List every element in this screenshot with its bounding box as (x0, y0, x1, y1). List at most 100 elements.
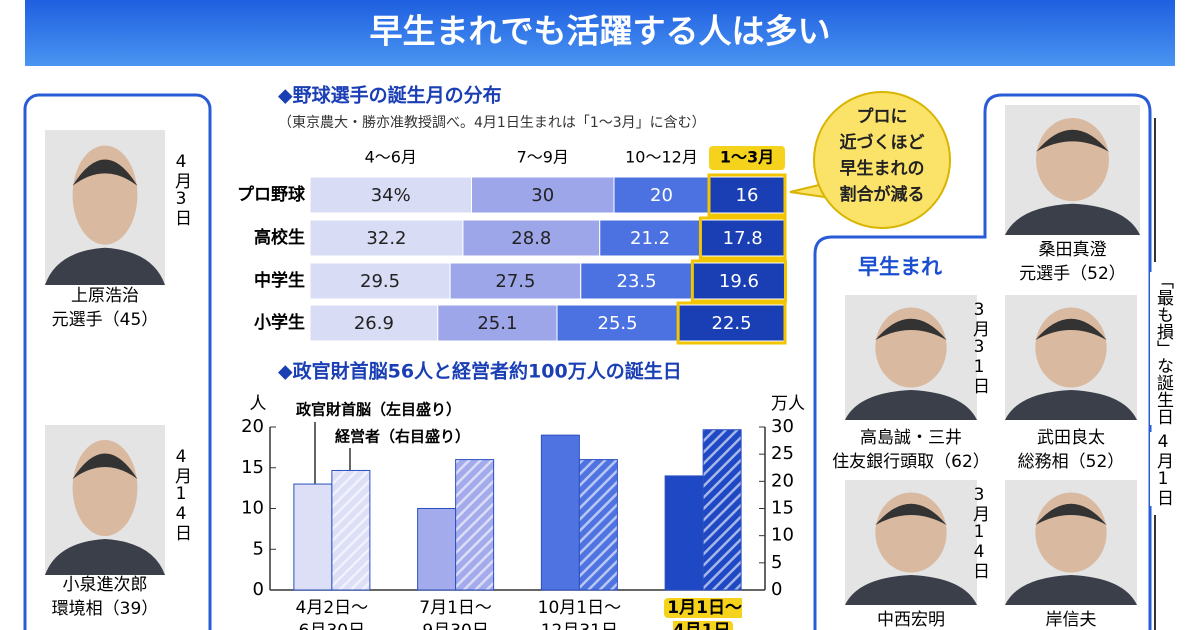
birthday: 3月31日 (969, 300, 989, 394)
bar-segment (708, 176, 786, 214)
photo-suit (845, 575, 977, 605)
legend-label: 10～12月 (625, 148, 698, 167)
legend-label: 7～9月 (517, 148, 569, 167)
value-label: 16 (736, 185, 759, 206)
y2-tick-label: 30 (771, 416, 794, 437)
chart-title: ◆政官財首脳56人と経営者約100万人の誕生日 (278, 360, 682, 383)
person-name: 岸信夫 (1046, 610, 1097, 630)
bar-segment (677, 304, 786, 342)
value-label: 32.2 (366, 228, 406, 249)
bar (417, 508, 457, 591)
value-label: 26.9 (354, 313, 394, 334)
bar-segment (309, 219, 464, 257)
value-label: 23.5 (617, 271, 657, 292)
annotation: プロに 近づくほど 早生まれの 割合が減る (839, 107, 925, 205)
person-role: 総務相（52） (1018, 452, 1125, 472)
birthday: 3月14日 (969, 485, 989, 579)
value-label: 25.1 (477, 313, 517, 334)
value-label: 19.6 (719, 271, 759, 292)
person-role: 住友銀行頭取（62） (832, 452, 990, 472)
y-tick-label: 0 (253, 579, 264, 600)
photo-hair (1035, 503, 1107, 525)
header-highlight (709, 146, 785, 170)
y2-tick-label: 0 (771, 579, 782, 600)
y2-axis-title: 万人 (771, 394, 805, 414)
bar-segment (580, 262, 693, 300)
chart-title: ◆野球選手の誕生月の分布 (278, 84, 502, 107)
photo-suit (1005, 390, 1137, 420)
highlight-outline (690, 259, 787, 303)
chart-subtitle: （東京農大・勝亦准教授調べ。4月1日生まれは「1～3月」に含む） (278, 115, 706, 131)
value-label: 27.5 (495, 271, 535, 292)
photo-hair (875, 318, 947, 340)
birthday: 4月14日 (171, 447, 191, 541)
y2-tick-label: 25 (771, 443, 794, 464)
y-tick-label: 10 (241, 498, 264, 519)
bar-segment (691, 262, 786, 300)
bar (664, 475, 704, 591)
left-panel (23, 93, 212, 630)
bar-segment (462, 219, 601, 257)
bar-segment (599, 219, 701, 257)
photo-suit (845, 390, 977, 420)
bar-segment (471, 176, 615, 214)
page-title: 早生まれでも活躍する人は多い (369, 12, 830, 51)
photo-suit (45, 539, 165, 575)
category-label: 中学生 (254, 270, 305, 291)
y2-tick-label: 10 (771, 525, 794, 546)
section-label: 早生まれ (858, 255, 942, 279)
x-tick-label: 7月1日～9月30日 (419, 598, 492, 630)
category-label: 高校生 (254, 227, 305, 248)
bar-segment (309, 262, 451, 300)
legend-label: 経営者（右目盛り） (335, 428, 470, 446)
person-name: 桑田真澄 (1039, 240, 1107, 260)
photo-hair (1036, 129, 1109, 152)
highlight-outline (698, 216, 787, 260)
value-label: 34% (371, 185, 411, 206)
photo-hair (875, 503, 947, 525)
photo-hair (72, 159, 138, 186)
legend-label: 4～6月 (365, 148, 417, 167)
value-label: 25.5 (598, 313, 638, 334)
bar-segment (309, 176, 472, 214)
value-label: 30 (531, 185, 554, 206)
category-label: プロ野球 (237, 184, 306, 205)
person-name: 武田良太 (1037, 428, 1105, 448)
worst-label: 「最も損」な誕生日 (1150, 272, 1176, 425)
highlight-outline (707, 173, 787, 217)
highlight-outline (676, 301, 787, 345)
photo-suit (1005, 575, 1137, 605)
person-role: 環境相（39） (52, 599, 159, 619)
person-role: 元選手（45） (52, 310, 159, 330)
y-tick-label: 20 (241, 416, 264, 437)
legend-label: 1～3月 (720, 148, 774, 167)
x-tick-label: 1月1日～4月1日 (643, 597, 763, 630)
person-role: 元選手（52） (1019, 264, 1126, 284)
value-label: 21.2 (630, 228, 670, 249)
person-name: 中西宏明 (877, 610, 945, 630)
bar (702, 429, 742, 591)
header-band (25, 0, 1175, 66)
bar-segment (449, 262, 582, 300)
y-tick-label: 15 (241, 457, 264, 478)
category-label: 小学生 (254, 312, 305, 333)
right-panel (813, 93, 1152, 630)
value-label: 20 (650, 185, 673, 206)
x-tick-label: 10月1日～12月31日 (537, 598, 622, 630)
photo-hair (72, 453, 138, 479)
person-name: 高島誠・三井 (860, 428, 962, 448)
value-label: 28.8 (511, 228, 551, 249)
photo-suit (1005, 203, 1140, 235)
bar (331, 469, 371, 591)
value-label: 22.5 (712, 313, 752, 334)
y-tick-label: 5 (253, 538, 264, 559)
worst-date: 4月1日 (1150, 432, 1176, 506)
y-axis-title: 人 (250, 394, 267, 414)
photo-suit (45, 247, 165, 285)
y2-tick-label: 15 (771, 498, 794, 519)
value-label: 29.5 (360, 271, 400, 292)
person-name: 小泉進次郎 (63, 575, 148, 595)
bar (540, 434, 580, 591)
